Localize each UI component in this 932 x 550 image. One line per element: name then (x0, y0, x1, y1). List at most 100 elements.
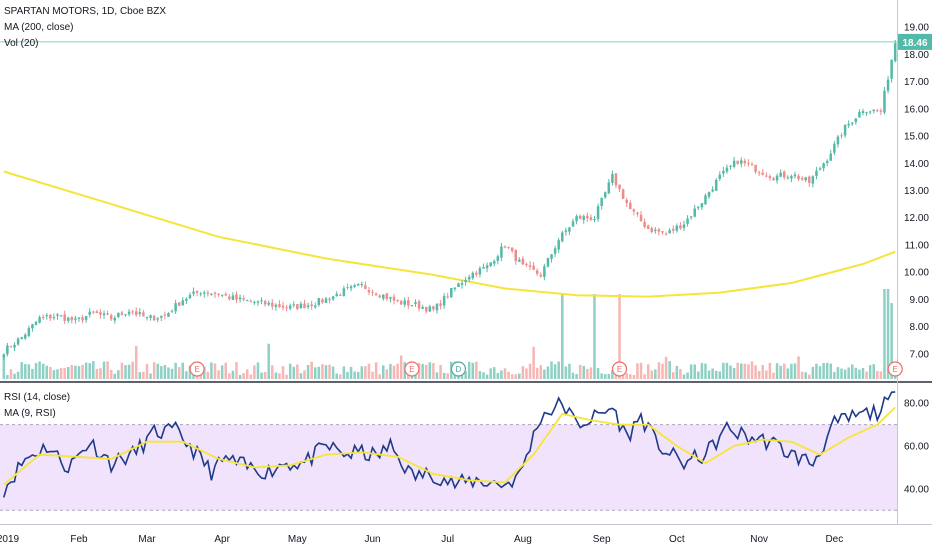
candle-body (557, 240, 560, 250)
candle (106, 310, 109, 316)
earnings-marker[interactable]: E (189, 361, 205, 377)
candle-body (578, 215, 582, 219)
volume-bar (578, 364, 582, 379)
symbol-legend[interactable]: SPARTAN MOTORS, 1D, Cboe BZX (4, 6, 167, 17)
ma200-legend[interactable]: MA (200, close) (4, 22, 74, 33)
volume-bar (661, 363, 664, 379)
volume-bar (81, 364, 84, 379)
earnings-marker[interactable]: D (450, 361, 467, 377)
candle (664, 231, 668, 236)
candle (450, 287, 453, 298)
candle (510, 247, 514, 254)
candle (414, 299, 417, 307)
volume-bar (109, 369, 113, 379)
volume-bar (668, 361, 671, 379)
volume-bar (41, 363, 45, 379)
candle-body (389, 297, 392, 299)
candle-body (303, 303, 306, 309)
volume-bar (63, 368, 66, 379)
volume-bar (367, 363, 371, 379)
candle-body (865, 112, 868, 114)
candle (285, 304, 288, 312)
candle (800, 176, 804, 181)
candle-body (127, 311, 131, 315)
volume-bar (149, 373, 152, 379)
candle-body (668, 230, 671, 234)
candle (349, 284, 353, 292)
candle-body (346, 287, 349, 289)
candle (31, 323, 34, 332)
volume-bar (382, 365, 385, 379)
candle (13, 342, 16, 352)
candle-body (786, 177, 790, 179)
candle (489, 262, 492, 267)
volume-bar (754, 365, 757, 379)
volume-bar (156, 363, 159, 379)
time-tick-label: Oct (669, 534, 685, 545)
earnings-marker-label: E (194, 365, 199, 374)
candle-body (621, 189, 625, 199)
volume-bar (428, 362, 432, 379)
candle-body (729, 165, 732, 167)
candle-body (152, 316, 156, 321)
volume-bar (59, 368, 63, 379)
volume-bar (704, 363, 707, 379)
rsi-band (0, 424, 897, 511)
candle-body (467, 276, 471, 280)
candle-body (779, 172, 782, 177)
volume-bar (478, 371, 482, 379)
volume-legend[interactable]: Vol (20) (4, 38, 39, 49)
candle-body (274, 304, 278, 307)
candle-body (77, 317, 81, 319)
candle-body (149, 315, 152, 318)
earnings-marker[interactable]: E (611, 361, 628, 377)
volume-bar (310, 361, 313, 379)
candle (238, 294, 242, 303)
candle (693, 204, 696, 218)
volume-bar (714, 370, 718, 379)
candle (435, 303, 439, 314)
earnings-marker-label: E (893, 365, 898, 374)
candle-body (600, 198, 603, 207)
candle (593, 215, 596, 223)
rsi-legend[interactable]: RSI (14, close) (4, 392, 71, 403)
candle (478, 266, 482, 278)
volume-bar (561, 294, 564, 379)
candle (253, 300, 256, 305)
earnings-marker[interactable]: E (887, 361, 903, 377)
candle (886, 75, 890, 94)
price-tick-label: 11.00 (905, 240, 930, 251)
volume-bar (543, 369, 546, 379)
candle-body (260, 300, 263, 302)
volume-bar (170, 368, 174, 379)
volume-bar (779, 365, 782, 379)
candle (765, 172, 768, 178)
volume-bar (593, 294, 596, 379)
candle-body (847, 124, 850, 126)
volume-bar (521, 366, 525, 379)
candle (682, 220, 686, 231)
volume-bar (697, 371, 700, 379)
volume-bar (88, 363, 91, 379)
time-tick-label: Aug (514, 534, 532, 545)
earnings-marker[interactable]: E (404, 361, 420, 377)
earnings-marker-circle (189, 361, 205, 377)
candle-body (643, 221, 646, 227)
candle (442, 293, 446, 309)
candle-body (553, 248, 557, 254)
candle (321, 298, 324, 304)
candle-body (296, 304, 299, 310)
candle (890, 59, 893, 83)
candle (317, 297, 321, 307)
candle (704, 193, 707, 205)
price-tick-label: 7.00 (910, 349, 930, 360)
candle-body (482, 266, 485, 269)
rsi-ma-legend[interactable]: MA (9, RSI) (4, 408, 56, 419)
candle-body (424, 306, 428, 312)
candle-body (707, 192, 711, 197)
volume-bar (457, 374, 460, 379)
candle-body (317, 298, 321, 305)
volume-bar (671, 372, 675, 379)
candle-body (81, 317, 84, 321)
